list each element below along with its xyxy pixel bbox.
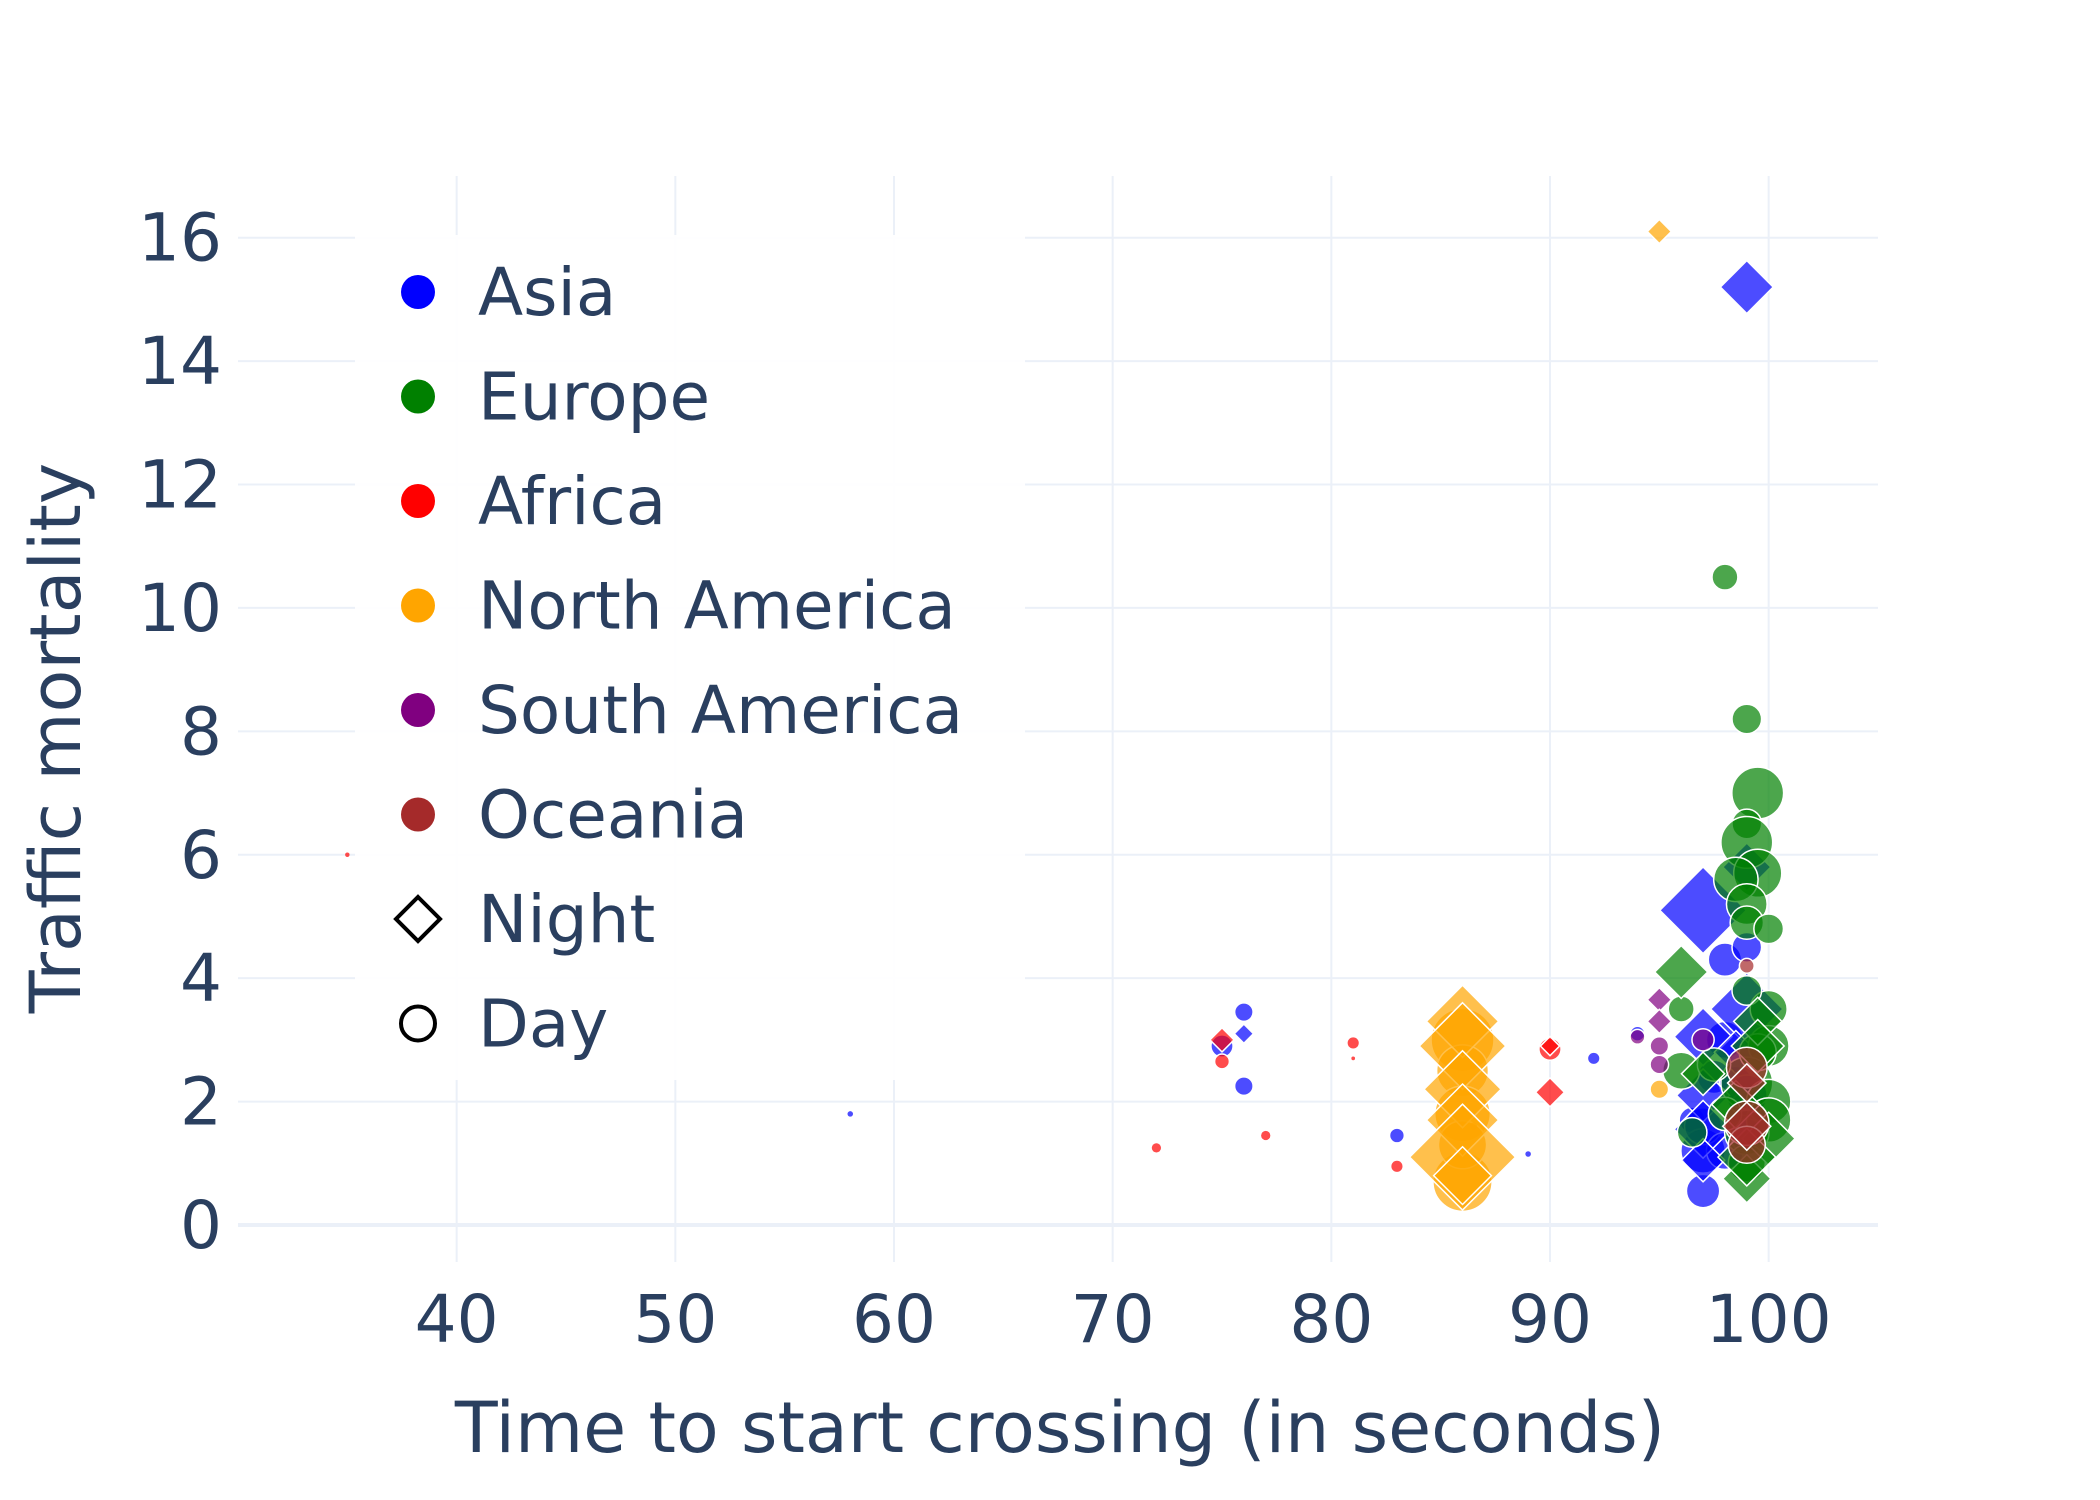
legend-label: North America <box>478 568 956 645</box>
data-point-circle <box>1233 1002 1254 1023</box>
data-point-diamond <box>1721 1101 1772 1152</box>
y-axis-title: Traffic mortality <box>15 463 97 1014</box>
data-point-diamond <box>1653 944 1709 1000</box>
data-points <box>345 218 1797 1213</box>
legend-label: Asia <box>478 254 616 331</box>
x-tick-label: 60 <box>852 1281 936 1358</box>
data-point-circle <box>1261 1130 1271 1141</box>
data-point-circle <box>345 852 350 857</box>
data-point-circle <box>1588 1052 1600 1064</box>
data-point-circle <box>1676 1116 1708 1148</box>
x-tick-label: 70 <box>1071 1281 1155 1358</box>
x-tick-label: 100 <box>1706 1281 1832 1358</box>
y-tick-label: 10 <box>138 570 222 647</box>
tick-labels: 40 50 60 70 80 90 100 0 2 4 6 8 10 12 14 16 <box>138 200 1832 1358</box>
data-point-circle <box>1649 1079 1670 1100</box>
data-point-diamond <box>1680 1051 1726 1097</box>
legend-label: Europe <box>478 359 710 436</box>
x-tick-label: 80 <box>1289 1281 1373 1358</box>
data-point-circle <box>1213 1053 1231 1070</box>
data-point-circle <box>1391 1160 1403 1172</box>
data-point-circle <box>1351 1056 1356 1061</box>
data-point-circle <box>847 1111 854 1117</box>
legend-swatch-oceania <box>401 797 435 832</box>
legend-swatch-africa <box>401 484 435 518</box>
data-point-circle <box>1649 1054 1670 1075</box>
data-point-diamond <box>1719 259 1775 315</box>
y-tick-label: 4 <box>180 940 222 1017</box>
data-point-circle <box>1738 957 1755 974</box>
legend-label: Africa <box>478 463 666 540</box>
legend-label: Oceania <box>478 777 748 854</box>
y-tick-label: 14 <box>138 323 222 400</box>
data-point-circle <box>1731 974 1763 1007</box>
legend-swatch-circle <box>399 1004 437 1043</box>
data-point-circle <box>1649 1036 1670 1057</box>
data-point-circle <box>1347 1037 1359 1049</box>
legend-swatch-south-america <box>401 693 435 727</box>
y-tick-label: 8 <box>180 693 222 770</box>
y-tick-label: 12 <box>138 447 222 524</box>
y-tick-label: 2 <box>180 1064 222 1141</box>
data-point-circle <box>1731 703 1763 735</box>
data-point-circle <box>1233 1076 1254 1097</box>
data-point-diamond <box>1646 218 1673 245</box>
legend-background <box>355 235 1025 1080</box>
data-point-diamond <box>1680 1137 1726 1183</box>
data-point-diamond <box>1233 1023 1255 1045</box>
legend: Asia Europe Africa North America South Ameri… <box>355 235 1025 1080</box>
data-point-circle <box>1629 1028 1646 1045</box>
data-point-circle <box>1753 913 1785 945</box>
y-tick-label: 16 <box>138 200 222 277</box>
data-point-diamond <box>1646 1008 1673 1035</box>
legend-swatch-north-america <box>401 588 435 623</box>
x-tick-label: 50 <box>633 1281 717 1358</box>
x-tick-label: 40 <box>415 1281 499 1358</box>
data-point-diamond <box>1208 1026 1236 1053</box>
legend-label: South America <box>478 672 963 749</box>
y-tick-label: 6 <box>180 817 222 894</box>
data-point-circle <box>1151 1143 1162 1153</box>
legend-label: Day <box>478 986 608 1063</box>
data-point-diamond <box>1432 1145 1493 1206</box>
data-point-circle <box>1711 563 1739 591</box>
legend-swatch-europe <box>401 379 435 414</box>
data-point-circle <box>1691 1028 1715 1052</box>
data-point-circle <box>1525 1151 1531 1157</box>
legend-label: Night <box>478 881 655 958</box>
data-point-diamond <box>1534 1076 1566 1108</box>
legend-swatch-asia <box>401 275 435 309</box>
x-tick-label: 90 <box>1508 1281 1592 1358</box>
legend-swatch-diamond <box>393 894 443 944</box>
y-tick-label: 0 <box>180 1187 222 1264</box>
data-point-circle <box>1388 1127 1406 1144</box>
x-axis-title: Time to start crossing (in seconds) <box>454 1387 1665 1469</box>
data-point-diamond <box>1726 1062 1768 1104</box>
data-point-diamond <box>1539 1035 1561 1057</box>
